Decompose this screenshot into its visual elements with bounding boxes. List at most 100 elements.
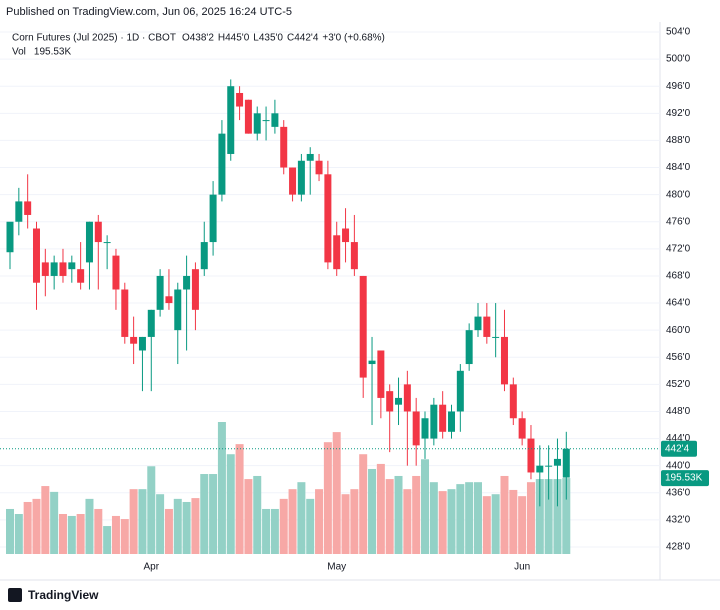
- legend-change: +3'0 (+0.68%): [322, 33, 385, 44]
- volume-bar: [350, 489, 359, 554]
- y-tick-label: 444'0: [666, 433, 691, 444]
- volume-bar: [297, 482, 306, 554]
- x-tick-label: Apr: [143, 562, 159, 573]
- volume-bar: [526, 482, 535, 554]
- y-tick-label: 472'0: [666, 243, 691, 254]
- candle-body: [200, 242, 208, 270]
- candle-body: [130, 336, 138, 344]
- candle-body: [359, 275, 367, 378]
- candle-body: [32, 228, 40, 283]
- volume-bar: [332, 432, 341, 554]
- volume-bar: [209, 474, 218, 554]
- legend-value: 435'0: [259, 33, 284, 44]
- volume-bar: [421, 459, 430, 554]
- legend-key: L: [253, 33, 259, 44]
- candle-body: [50, 262, 58, 276]
- volume-bar: [438, 491, 447, 554]
- volume-bar: [244, 479, 253, 554]
- candle-body: [289, 167, 297, 195]
- candle-body: [244, 99, 252, 134]
- volume-bar: [50, 491, 59, 554]
- volume-bar: [535, 479, 544, 554]
- volume-bar: [41, 486, 50, 554]
- volume-bar: [191, 498, 200, 554]
- y-tick-label: 456'0: [666, 352, 691, 363]
- y-tick-label: 464'0: [666, 298, 691, 309]
- volume-bar: [385, 479, 394, 554]
- volume-bar: [182, 501, 191, 554]
- volume-bar: [85, 498, 94, 554]
- candle-body: [156, 275, 164, 310]
- y-tick-label: 492'0: [666, 108, 691, 119]
- volume-bar: [323, 442, 332, 554]
- price-badge-label: 442'4: [665, 443, 690, 454]
- candle-body: [15, 201, 23, 222]
- published-header: Published on TradingView.com, Jun 06, 20…: [6, 6, 292, 18]
- candle-body: [350, 242, 358, 270]
- volume-bar: [226, 454, 235, 554]
- candle-body: [121, 289, 129, 337]
- volume-bar: [156, 494, 165, 554]
- y-tick-label: 496'0: [666, 81, 691, 92]
- volume-badge-label: 195.53K: [665, 473, 703, 484]
- volume-value: 195.53K: [34, 47, 72, 58]
- candle-body: [465, 330, 473, 365]
- candle-body: [500, 336, 508, 385]
- candle-body: [6, 221, 14, 253]
- volume-bar: [58, 514, 67, 554]
- volume-bar: [103, 526, 112, 554]
- volume-bar: [403, 489, 412, 554]
- candle-body: [324, 174, 332, 263]
- candle-body: [209, 194, 217, 243]
- volume-bar: [14, 514, 23, 554]
- volume-bar: [376, 463, 385, 554]
- y-tick-label: 460'0: [666, 325, 691, 336]
- volume-bar: [262, 508, 271, 554]
- candle-body: [41, 262, 49, 276]
- y-tick-label: 440'0: [666, 460, 691, 471]
- x-tick-label: May: [327, 562, 346, 573]
- legend-key: C: [287, 33, 294, 44]
- volume-bar: [94, 508, 103, 554]
- candle-body: [430, 404, 438, 439]
- y-tick-label: 436'0: [666, 487, 691, 498]
- volume-bar: [270, 508, 279, 554]
- volume-bar: [288, 489, 297, 554]
- price-badge: [661, 440, 697, 457]
- x-tick-label: Jun: [514, 562, 530, 573]
- volume-bar: [509, 489, 518, 554]
- logo-icon: [8, 588, 22, 602]
- candle-body: [492, 336, 500, 338]
- candle-body: [553, 458, 561, 466]
- volume-bar: [447, 489, 456, 554]
- candle-body: [218, 133, 226, 195]
- volume-bar: [456, 484, 465, 554]
- volume-bar: [473, 482, 482, 554]
- candle-body: [85, 221, 93, 263]
- candle-body: [183, 275, 191, 290]
- volume-bar: [465, 482, 474, 554]
- volume-bar: [500, 475, 509, 554]
- volume-bar: [562, 478, 571, 554]
- y-tick-label: 488'0: [666, 135, 691, 146]
- candle-body: [509, 384, 517, 419]
- candle-body: [536, 465, 544, 473]
- candle-body: [395, 397, 403, 405]
- volume-bar: [32, 498, 41, 554]
- candle-body: [297, 160, 305, 195]
- logo-text: TradingView: [28, 588, 99, 602]
- volume-bar: [23, 501, 32, 554]
- volume-bar: [147, 466, 156, 554]
- legend-value: 445'0: [225, 33, 250, 44]
- candle-body: [333, 235, 341, 270]
- candle-body: [448, 411, 455, 432]
- volume-bar: [306, 498, 315, 554]
- y-tick-label: 484'0: [666, 162, 691, 173]
- candle-body: [439, 404, 447, 432]
- y-tick-label: 500'0: [666, 54, 691, 65]
- y-tick-label: 428'0: [666, 542, 691, 553]
- candle-body: [518, 418, 526, 439]
- candle-body: [138, 336, 146, 351]
- candle-body: [456, 370, 464, 412]
